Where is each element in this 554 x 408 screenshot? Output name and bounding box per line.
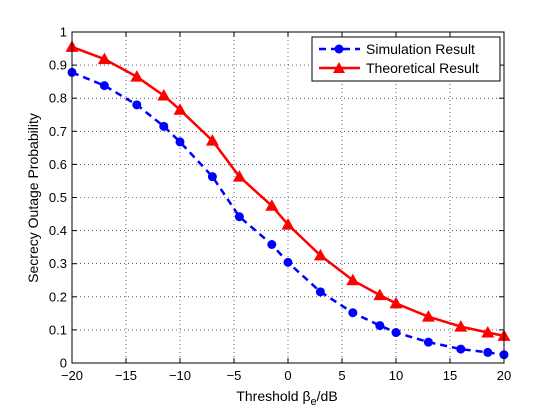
data-point-0	[267, 240, 277, 250]
legend-label-simulation: Simulation Result	[366, 41, 475, 57]
x-tick-label: −15	[115, 368, 137, 383]
data-point-1	[97, 52, 111, 65]
data-point-0	[132, 100, 142, 110]
x-axis-label-subscript: e	[311, 396, 317, 408]
legend-marker-theoretical	[333, 62, 345, 73]
x-axis-label: Threshold βe/dB	[236, 388, 337, 408]
x-tick-label: 20	[497, 368, 511, 383]
x-tick-label: 5	[338, 368, 345, 383]
y-tick-label: 0.3	[49, 256, 67, 271]
data-point-0	[483, 347, 493, 357]
data-point-1	[481, 326, 495, 338]
x-tick-label: −5	[227, 368, 242, 383]
x-tick-label: 15	[443, 368, 457, 383]
y-tick-label: 0.9	[49, 58, 67, 73]
data-point-0	[348, 308, 358, 318]
data-point-1	[313, 248, 327, 261]
x-axis-label-main: Threshold β	[236, 388, 310, 404]
data-point-1	[346, 273, 360, 286]
data-point-0	[99, 81, 109, 91]
data-point-1	[373, 288, 387, 301]
data-point-0	[423, 337, 433, 347]
x-axis-label-suffix: /dB	[317, 388, 338, 404]
y-tick-label: 0.6	[49, 157, 67, 172]
x-tick-label: 0	[284, 368, 291, 383]
legend-marker-simulation	[334, 44, 344, 54]
x-tick-label: −20	[61, 368, 83, 383]
data-point-1	[232, 170, 246, 182]
data-point-1	[421, 310, 435, 322]
data-point-0	[159, 121, 169, 131]
y-tick-label: 0.8	[49, 91, 67, 106]
data-point-1	[389, 296, 403, 309]
data-point-1	[173, 103, 187, 115]
data-point-0	[283, 257, 293, 267]
data-point-1	[205, 134, 219, 146]
data-point-1	[265, 199, 279, 211]
y-tick-label: 0.2	[49, 289, 67, 304]
data-point-1	[157, 89, 171, 101]
data-point-0	[234, 212, 244, 222]
grid-lines	[72, 32, 504, 363]
y-tick-label: 0.4	[49, 223, 67, 238]
data-point-1	[130, 70, 144, 82]
legend-box	[311, 36, 501, 82]
axis-ticks: −20 −15 −10 −5 0 5 10 15 20 0 0.1 0.2 0.3 0.4 0.5 0.6 0.…	[49, 25, 511, 384]
y-tick-label: 0	[60, 356, 67, 371]
data-point-0	[175, 137, 185, 147]
data-point-0	[375, 321, 385, 331]
data-point-1	[281, 218, 295, 230]
data-point-0	[456, 344, 466, 354]
y-tick-label: 0.5	[49, 190, 67, 205]
y-axis-label: Secrecy Outage Probability	[25, 113, 41, 283]
y-tick-label: 0.7	[49, 124, 67, 139]
legend: Simulation Result Theoretical Result	[311, 36, 501, 82]
data-point-0	[315, 287, 325, 297]
data-point-0	[207, 172, 217, 182]
legend-label-theoretical: Theoretical Result	[366, 60, 479, 76]
data-point-0	[391, 328, 401, 338]
data-point-1	[454, 320, 468, 332]
y-tick-label: 0.1	[49, 322, 67, 337]
x-tick-label: −10	[169, 368, 191, 383]
y-tick-label: 1	[60, 25, 67, 40]
x-tick-label: 10	[389, 368, 403, 383]
